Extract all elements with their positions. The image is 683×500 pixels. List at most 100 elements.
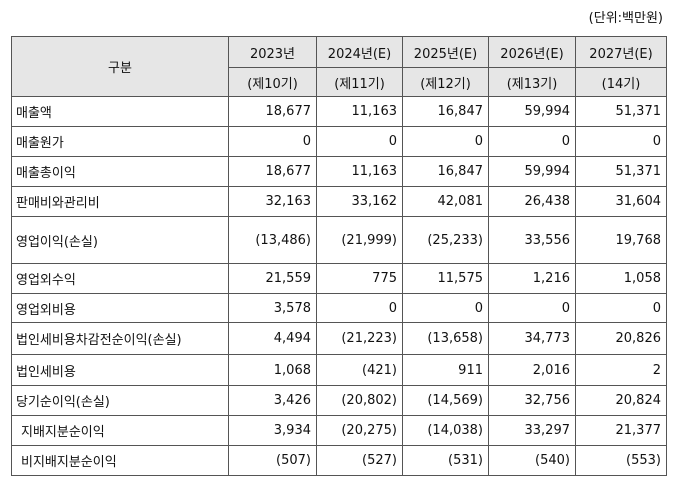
value-cell: (21,999) bbox=[316, 216, 403, 264]
value-cell: (13,486) bbox=[228, 216, 317, 264]
table-row: 매출액 18,677 11,163 16,847 59,994 51,371 bbox=[11, 96, 667, 127]
value-cell: 0 bbox=[316, 293, 403, 323]
row-label: 당기순이익(손실) bbox=[11, 385, 229, 416]
value-cell: 33,297 bbox=[488, 415, 576, 446]
table-row: 법인세비용 1,068 (421) 911 2,016 2 bbox=[11, 354, 667, 386]
value-cell: 33,162 bbox=[316, 186, 403, 217]
header-row-years: 구분 2023년 2024년(E) 2025년(E) 2026년(E) 2027… bbox=[11, 36, 667, 97]
table-row: 영업이익(손실) (13,486) (21,999) (25,233) 33,556 19… bbox=[11, 216, 667, 264]
value-cell: (531) bbox=[402, 445, 489, 476]
value-cell: (527) bbox=[316, 445, 403, 476]
row-label: 매출총이익 bbox=[11, 156, 229, 187]
value-cell: 4,494 bbox=[228, 322, 317, 355]
value-cell: (540) bbox=[488, 445, 576, 476]
period-header: (제11기) bbox=[316, 67, 403, 97]
value-cell: (20,802) bbox=[316, 385, 403, 416]
table-body: 매출액 18,677 11,163 16,847 59,994 51,371 매출원가 0 0 0… bbox=[11, 96, 667, 476]
header-row-periods: (제10기) (제11기) (제12기) (제13기) (14기) bbox=[12, 67, 667, 97]
value-cell: 11,575 bbox=[402, 263, 489, 294]
value-cell: 32,163 bbox=[228, 186, 317, 217]
value-cell: 18,677 bbox=[228, 156, 317, 187]
period-header: (제13기) bbox=[488, 67, 576, 97]
value-cell: 0 bbox=[316, 126, 403, 157]
row-label: 법인세비용 bbox=[11, 354, 229, 386]
value-cell: 20,826 bbox=[575, 322, 667, 355]
row-label: 비지배지분순이익 bbox=[11, 445, 229, 476]
value-cell: 16,847 bbox=[402, 96, 489, 127]
row-label: 매출원가 bbox=[11, 126, 229, 157]
row-label: 영업이익(손실) bbox=[11, 216, 229, 264]
value-cell: 32,756 bbox=[488, 385, 576, 416]
value-cell: 18,677 bbox=[228, 96, 317, 127]
value-cell: 33,556 bbox=[488, 216, 576, 264]
period-header: (제12기) bbox=[402, 67, 489, 97]
value-cell: 20,824 bbox=[575, 385, 667, 416]
value-cell: (14,038) bbox=[402, 415, 489, 446]
value-cell: (421) bbox=[316, 354, 403, 386]
value-cell: 51,371 bbox=[575, 96, 667, 127]
value-cell: 26,438 bbox=[488, 186, 576, 217]
value-cell: (553) bbox=[575, 445, 667, 476]
value-cell: 11,163 bbox=[316, 96, 403, 127]
value-cell: 21,559 bbox=[228, 263, 317, 294]
value-cell: 0 bbox=[402, 293, 489, 323]
value-cell: 911 bbox=[402, 354, 489, 386]
value-cell: (25,233) bbox=[402, 216, 489, 264]
row-label: 판매비와관리비 bbox=[11, 186, 229, 217]
table-row: 영업외수익 21,559 775 11,575 1,216 1,058 bbox=[11, 263, 667, 294]
period-header: (14기) bbox=[575, 67, 667, 97]
value-cell: 775 bbox=[316, 263, 403, 294]
value-cell: 51,371 bbox=[575, 156, 667, 187]
value-cell: 0 bbox=[228, 126, 317, 157]
value-cell: 0 bbox=[575, 126, 667, 157]
value-cell: 16,847 bbox=[402, 156, 489, 187]
value-cell: 2,016 bbox=[488, 354, 576, 386]
value-cell: 2 bbox=[575, 354, 667, 386]
row-label: 지배지분순이익 bbox=[11, 415, 229, 446]
value-cell: 59,994 bbox=[488, 156, 576, 187]
table-row: 비지배지분순이익 (507) (527) (531) (540) (553) bbox=[11, 445, 667, 476]
value-cell: 34,773 bbox=[488, 322, 576, 355]
row-label: 영업외비용 bbox=[11, 293, 229, 323]
value-cell: 59,994 bbox=[488, 96, 576, 127]
value-cell: 19,768 bbox=[575, 216, 667, 264]
table-row: 법인세비용차감전순이익(손실) 4,494 (21,223) (13,658) 34,7… bbox=[11, 322, 667, 355]
year-header: 2025년(E) bbox=[402, 36, 489, 68]
value-cell: (20,275) bbox=[316, 415, 403, 446]
value-cell: 3,578 bbox=[228, 293, 317, 323]
value-cell: 0 bbox=[488, 126, 576, 157]
value-cell: 3,934 bbox=[228, 415, 317, 446]
financial-table: 구분 2023년 2024년(E) 2025년(E) 2026년(E) 2027… bbox=[11, 36, 667, 476]
year-header: 2027년(E) bbox=[575, 36, 667, 68]
year-header: 2024년(E) bbox=[316, 36, 403, 68]
value-cell: 21,377 bbox=[575, 415, 667, 446]
year-header: 2023년 bbox=[228, 36, 317, 68]
value-cell: 42,081 bbox=[402, 186, 489, 217]
value-cell: 11,163 bbox=[316, 156, 403, 187]
row-label: 영업외수익 bbox=[11, 263, 229, 294]
table-row: 매출총이익 18,677 11,163 16,847 59,994 51,371 bbox=[11, 156, 667, 187]
row-label: 매출액 bbox=[11, 96, 229, 127]
table-row: 지배지분순이익 3,934 (20,275) (14,038) 33,297 21,377 bbox=[11, 415, 667, 446]
value-cell: (21,223) bbox=[316, 322, 403, 355]
value-cell: 0 bbox=[575, 293, 667, 323]
value-cell: 31,604 bbox=[575, 186, 667, 217]
year-header: 2026년(E) bbox=[488, 36, 576, 68]
period-header: (제10기) bbox=[228, 67, 317, 97]
value-cell: 0 bbox=[402, 126, 489, 157]
value-cell: 0 bbox=[488, 293, 576, 323]
unit-label: (단위:백만원) bbox=[588, 11, 663, 26]
value-cell: (14,569) bbox=[402, 385, 489, 416]
table-row: 영업외비용 3,578 0 0 0 0 bbox=[11, 293, 667, 323]
value-cell: 1,068 bbox=[228, 354, 317, 386]
table-row: 판매비와관리비 32,163 33,162 42,081 26,438 31,604 bbox=[11, 186, 667, 217]
value-cell: 1,058 bbox=[575, 263, 667, 294]
table-row: 매출원가 0 0 0 0 0 bbox=[11, 126, 667, 157]
value-cell: 3,426 bbox=[228, 385, 317, 416]
value-cell: (507) bbox=[228, 445, 317, 476]
table-row: 당기순이익(손실) 3,426 (20,802) (14,569) 32,756 20,8… bbox=[11, 385, 667, 416]
value-cell: 1,216 bbox=[488, 263, 576, 294]
value-cell: (13,658) bbox=[402, 322, 489, 355]
row-label: 법인세비용차감전순이익(손실) bbox=[11, 322, 229, 355]
category-header: 구분 bbox=[11, 36, 229, 97]
